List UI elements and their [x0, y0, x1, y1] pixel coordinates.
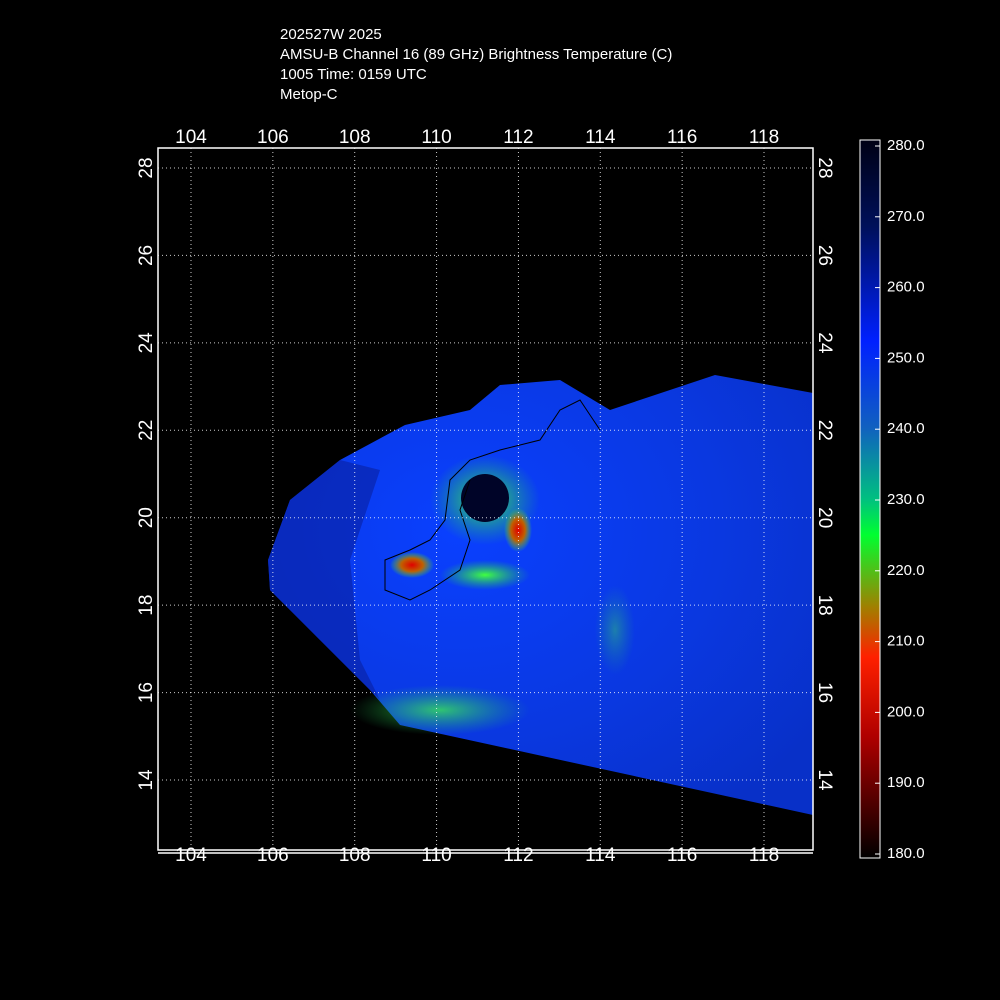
colorbar [859, 139, 881, 859]
lat-tick-label: 22 [136, 420, 157, 441]
lat-tick-label: 26 [136, 245, 157, 266]
convection-east [504, 508, 532, 552]
lon-tick-label: 110 [421, 127, 451, 148]
colorbar-label: 250.0 [887, 349, 925, 366]
colorbar-label: 260.0 [887, 279, 925, 296]
colorbar-label: 210.0 [887, 633, 925, 650]
lon-tick-label: 116 [667, 845, 697, 866]
colorbar-label: 230.0 [887, 491, 925, 508]
eye [461, 474, 509, 522]
colorbar-label: 200.0 [887, 703, 925, 720]
convection-west [390, 552, 434, 578]
lat-tick-label: 24 [814, 332, 835, 354]
lon-tick-label: 104 [175, 845, 207, 866]
lon-tick-label: 118 [749, 845, 779, 866]
lon-tick-label: 108 [339, 127, 371, 148]
colorbar-label: 220.0 [887, 562, 925, 579]
swath-edge [268, 460, 380, 700]
lat-tick-label: 16 [814, 682, 835, 703]
band-south [595, 585, 635, 675]
lon-tick-label: 112 [503, 845, 533, 866]
lon-tick-label: 116 [667, 127, 697, 148]
lon-tick-label: 106 [257, 127, 289, 148]
lon-tick-label: 108 [339, 845, 371, 866]
lat-tick-label: 26 [814, 245, 835, 266]
lat-tick-label: 16 [136, 682, 157, 703]
lat-tick-label: 14 [136, 769, 157, 791]
lat-tick-label: 20 [136, 507, 157, 528]
lat-tick-label: 22 [814, 420, 835, 441]
lat-tick-label: 20 [814, 507, 835, 528]
map-frame [157, 147, 814, 851]
lon-tick-label: 112 [503, 127, 533, 148]
lon-tick-label: 104 [175, 127, 207, 148]
colorbar-label: 280.0 [887, 137, 925, 154]
header-line: Metop-C [280, 86, 338, 103]
lon-tick-label: 114 [585, 845, 616, 866]
imagery [268, 375, 813, 815]
colorbar-label: 180.0 [887, 845, 925, 862]
colorbar-label: 270.0 [887, 208, 925, 225]
lon-tick-label: 110 [421, 845, 451, 866]
coastline [384, 399, 601, 601]
header-line: 202527W 2025 [280, 26, 382, 43]
colorbar-label: 190.0 [887, 774, 925, 791]
rainband [440, 560, 530, 590]
lat-tick-label: 18 [136, 595, 157, 616]
header-line: 1005 Time: 0159 UTC [280, 66, 427, 83]
green-band [350, 685, 530, 735]
colorbar-label: 240.0 [887, 420, 925, 437]
lat-tick-label: 14 [814, 769, 835, 791]
lat-tick-label: 28 [136, 157, 157, 178]
lon-tick-label: 118 [749, 127, 779, 148]
lon-tick-label: 106 [257, 845, 289, 866]
lat-tick-label: 28 [814, 157, 835, 178]
header-line: AMSU-B Channel 16 (89 GHz) Brightness Te… [280, 46, 672, 63]
lat-tick-label: 18 [814, 595, 835, 616]
lon-tick-label: 114 [585, 127, 616, 148]
lat-tick-label: 24 [136, 332, 157, 354]
